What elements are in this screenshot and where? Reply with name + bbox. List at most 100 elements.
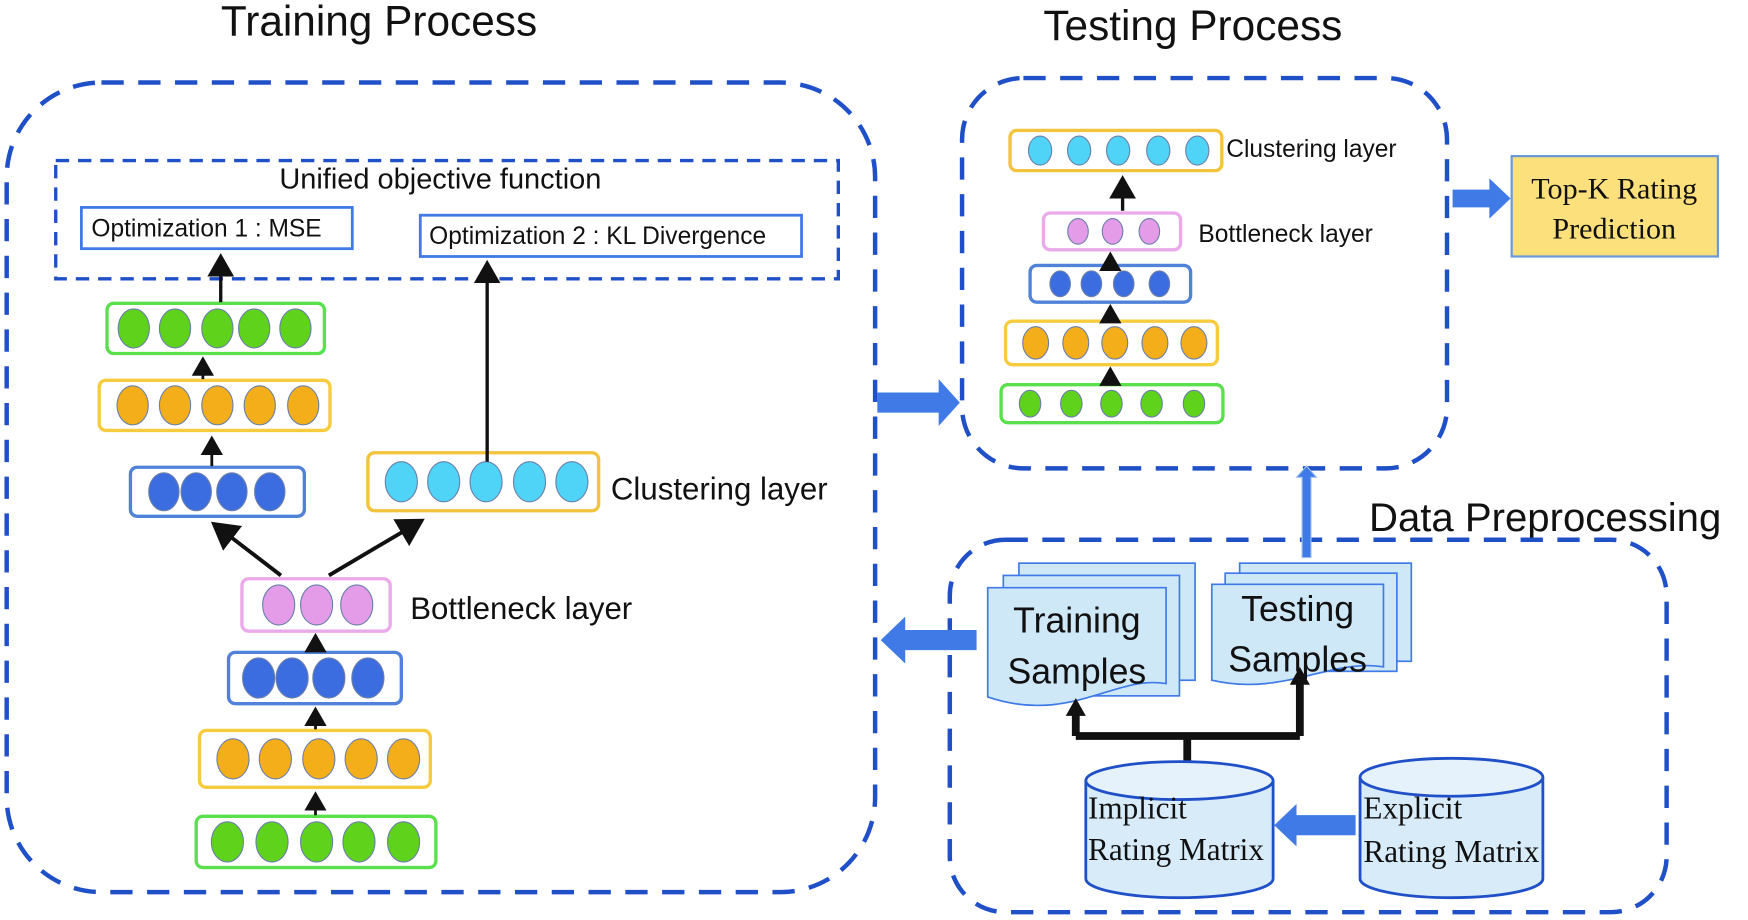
unified-objective-box (54, 158, 840, 281)
arrowhead-testing-samples (1289, 666, 1310, 685)
training-arrows (191, 253, 501, 816)
neuron-node (216, 472, 248, 512)
training-samples-line-1: Training (1013, 600, 1140, 640)
training-bottleneck-label: Bottleneck layer (410, 591, 632, 626)
neuron-node (275, 657, 309, 699)
neuron-node (1049, 270, 1071, 298)
neuron-node (1138, 218, 1161, 245)
training-process-title: Training Process (221, 0, 537, 45)
training-reconstruction-layer-green (105, 301, 327, 356)
neuron-node (279, 308, 312, 349)
training-reconstruction-layer-orange (97, 378, 332, 433)
neuron-node (351, 657, 385, 699)
testing-samples-stack: Testing Samples (1210, 562, 1413, 686)
optimization-2-box (418, 213, 803, 258)
neuron-node (302, 738, 336, 780)
topk-line-2: Prediction (1552, 212, 1676, 246)
neuron-node (386, 738, 421, 780)
neuron-node (1066, 135, 1092, 166)
neuron-node (180, 472, 212, 512)
neuron-node (299, 584, 334, 626)
neuron-node (287, 385, 320, 426)
neuron-node (1080, 270, 1103, 298)
neuron-node (312, 657, 346, 699)
training-samples-stack: Training Samples (986, 562, 1196, 707)
training-clustering-layer-cyan (366, 451, 601, 513)
neuron-node (1185, 135, 1210, 166)
testing-bottleneck-label: Bottleneck layer (1198, 221, 1372, 248)
training-reconstruction-layer-green (194, 814, 438, 870)
neuron-node (1022, 326, 1050, 360)
neuron-node (158, 308, 192, 349)
neuron-node (299, 821, 334, 863)
neuron-node (1180, 326, 1208, 360)
implicit-rating-matrix: Implicit Rating Matrix (1084, 760, 1275, 900)
neuron-node (243, 385, 276, 426)
neuron-node (340, 584, 374, 626)
unified-objective-title: Unified objective function (279, 163, 601, 195)
testing-samples-line-1: Testing (1241, 589, 1354, 629)
arrow-preprocessing-to-testing (1295, 465, 1318, 559)
testing-clustering-label: Clustering layer (1226, 136, 1396, 163)
testing-process-box (959, 75, 1450, 471)
implicit-line-2: Rating Matrix (1088, 832, 1264, 867)
neuron-node (1141, 326, 1169, 360)
arrow-training-to-testing (877, 379, 960, 426)
neuron-node (1018, 389, 1042, 418)
arrowhead-training-samples (1065, 698, 1086, 716)
neuron-node (1062, 326, 1090, 360)
optimization-2-label: Optimization 2 : KL Divergence (429, 223, 766, 250)
optimization-1-box (79, 206, 354, 251)
neuron-node (555, 461, 589, 503)
neuron-node (1105, 135, 1131, 166)
neuron-node (1112, 270, 1135, 298)
neuron-node (1027, 135, 1053, 166)
testing-arrows (1099, 175, 1136, 386)
neuron-node (1101, 326, 1129, 360)
training-reconstruction-layer-blue (128, 465, 307, 518)
neuron-node (148, 472, 180, 512)
neuron-node (344, 738, 378, 780)
neuron-node (158, 385, 192, 426)
training-reconstruction-layer-blue (226, 650, 403, 706)
training-process-box (4, 80, 878, 895)
training-samples-line-2: Samples (1008, 652, 1147, 692)
explicit-rating-matrix: Explicit Rating Matrix (1358, 756, 1545, 900)
neuron-node (116, 385, 149, 426)
arrow-bottleneck-to-decoder (210, 521, 283, 577)
training-reconstruction-layer-orange (197, 728, 432, 789)
neuron-node (201, 308, 234, 349)
data-preprocessing-title: Data Preprocessing (1369, 495, 1721, 540)
arrow-testing-to-topk (1452, 178, 1511, 219)
testing-layer-pink (1041, 211, 1183, 252)
split-connector (1065, 666, 1310, 765)
testing-layer-green (999, 383, 1225, 425)
neuron-node (255, 821, 289, 863)
neuron-node (427, 461, 461, 503)
topk-line-1: Top-K Rating (1531, 171, 1697, 205)
neuron-node (1100, 389, 1123, 418)
neuron-node (1146, 135, 1171, 166)
neuron-node (254, 472, 286, 512)
neuron-node (384, 461, 418, 503)
neuron-node (1140, 389, 1163, 418)
neuron-node (1148, 270, 1171, 298)
neuron-node (201, 385, 234, 426)
optimization-1-label: Optimization 1 : MSE (91, 215, 321, 242)
neuron-node (210, 821, 245, 863)
neuron-node (238, 308, 271, 349)
testing-layer-blue (1028, 263, 1193, 304)
neuron-node (1067, 218, 1089, 245)
neuron-node (262, 584, 296, 626)
training-reconstruction-layer-pink (240, 577, 392, 633)
testing-process-title: Testing Process (1043, 2, 1342, 49)
neuron-node (469, 461, 503, 503)
neuron-node (342, 821, 376, 863)
neuron-node (258, 738, 292, 780)
implicit-line-1: Implicit (1088, 791, 1187, 826)
arrow-bottleneck-to-clustering (327, 518, 425, 578)
neuron-node (386, 821, 421, 863)
explicit-line-2: Rating Matrix (1363, 834, 1539, 869)
neuron-node (1182, 389, 1206, 418)
